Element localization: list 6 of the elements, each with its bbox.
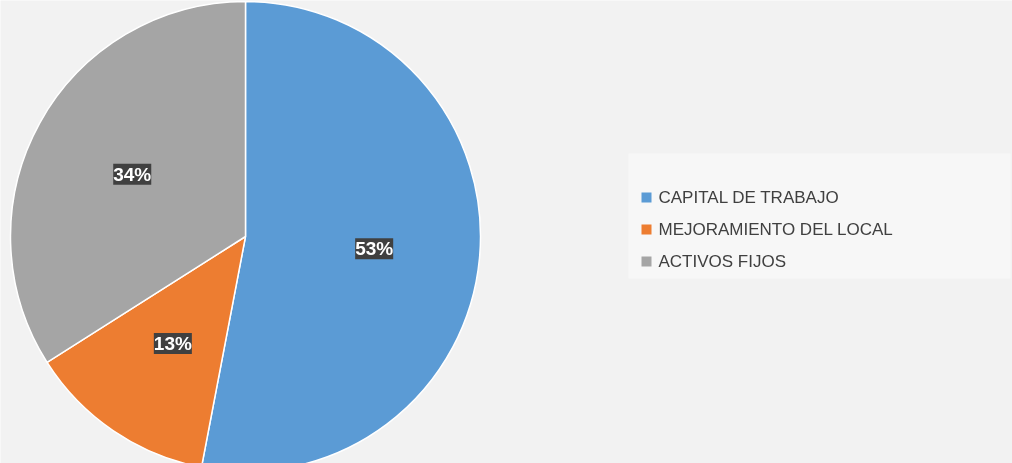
- data-label: 13%: [153, 332, 192, 354]
- legend-label: ACTIVOS FIJOS: [658, 252, 787, 271]
- legend-label: MEJORAMIENTO DEL LOCAL: [658, 220, 893, 239]
- data-label: 53%: [355, 238, 394, 260]
- legend-label: CAPITAL DE TRABAJO: [658, 188, 839, 207]
- data-label: 34%: [113, 163, 152, 185]
